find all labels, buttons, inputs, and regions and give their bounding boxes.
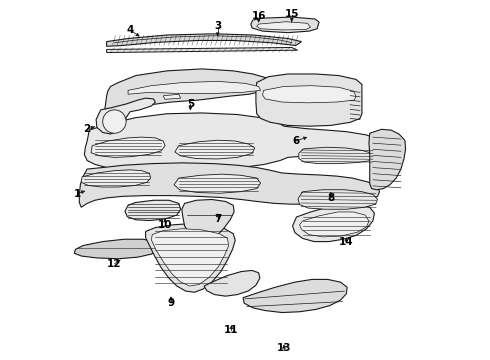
Polygon shape [107, 34, 301, 46]
Text: 2: 2 [83, 124, 91, 134]
Text: 7: 7 [214, 214, 221, 224]
Polygon shape [163, 94, 181, 99]
Text: 14: 14 [339, 237, 354, 247]
Polygon shape [293, 204, 374, 242]
Circle shape [103, 110, 126, 133]
Polygon shape [369, 129, 406, 190]
Polygon shape [84, 113, 379, 171]
Text: 16: 16 [251, 11, 266, 21]
Polygon shape [299, 212, 369, 237]
Polygon shape [107, 48, 297, 53]
Text: 8: 8 [327, 193, 334, 203]
Text: 12: 12 [107, 259, 122, 269]
Polygon shape [151, 229, 229, 286]
Text: 9: 9 [168, 298, 174, 308]
Text: 15: 15 [285, 9, 299, 19]
Polygon shape [251, 17, 319, 33]
Polygon shape [263, 86, 356, 103]
Polygon shape [298, 190, 377, 209]
Polygon shape [243, 279, 347, 312]
Polygon shape [125, 200, 181, 221]
Polygon shape [204, 270, 260, 296]
Polygon shape [105, 69, 272, 116]
Polygon shape [174, 174, 261, 193]
Polygon shape [146, 224, 235, 292]
Polygon shape [96, 98, 155, 134]
Polygon shape [182, 199, 234, 240]
Polygon shape [128, 81, 261, 94]
Polygon shape [74, 239, 160, 259]
Polygon shape [91, 137, 165, 157]
Polygon shape [81, 170, 150, 187]
Text: 6: 6 [292, 136, 299, 146]
Polygon shape [175, 140, 255, 159]
Polygon shape [257, 22, 311, 30]
Text: 10: 10 [158, 220, 172, 230]
Text: 13: 13 [277, 343, 291, 354]
Polygon shape [79, 163, 379, 207]
Polygon shape [299, 147, 374, 164]
Polygon shape [256, 74, 362, 126]
Text: 5: 5 [187, 99, 194, 109]
Text: 11: 11 [224, 325, 239, 335]
Text: 3: 3 [214, 21, 221, 31]
Text: 1: 1 [74, 189, 81, 199]
Text: 4: 4 [126, 25, 134, 35]
